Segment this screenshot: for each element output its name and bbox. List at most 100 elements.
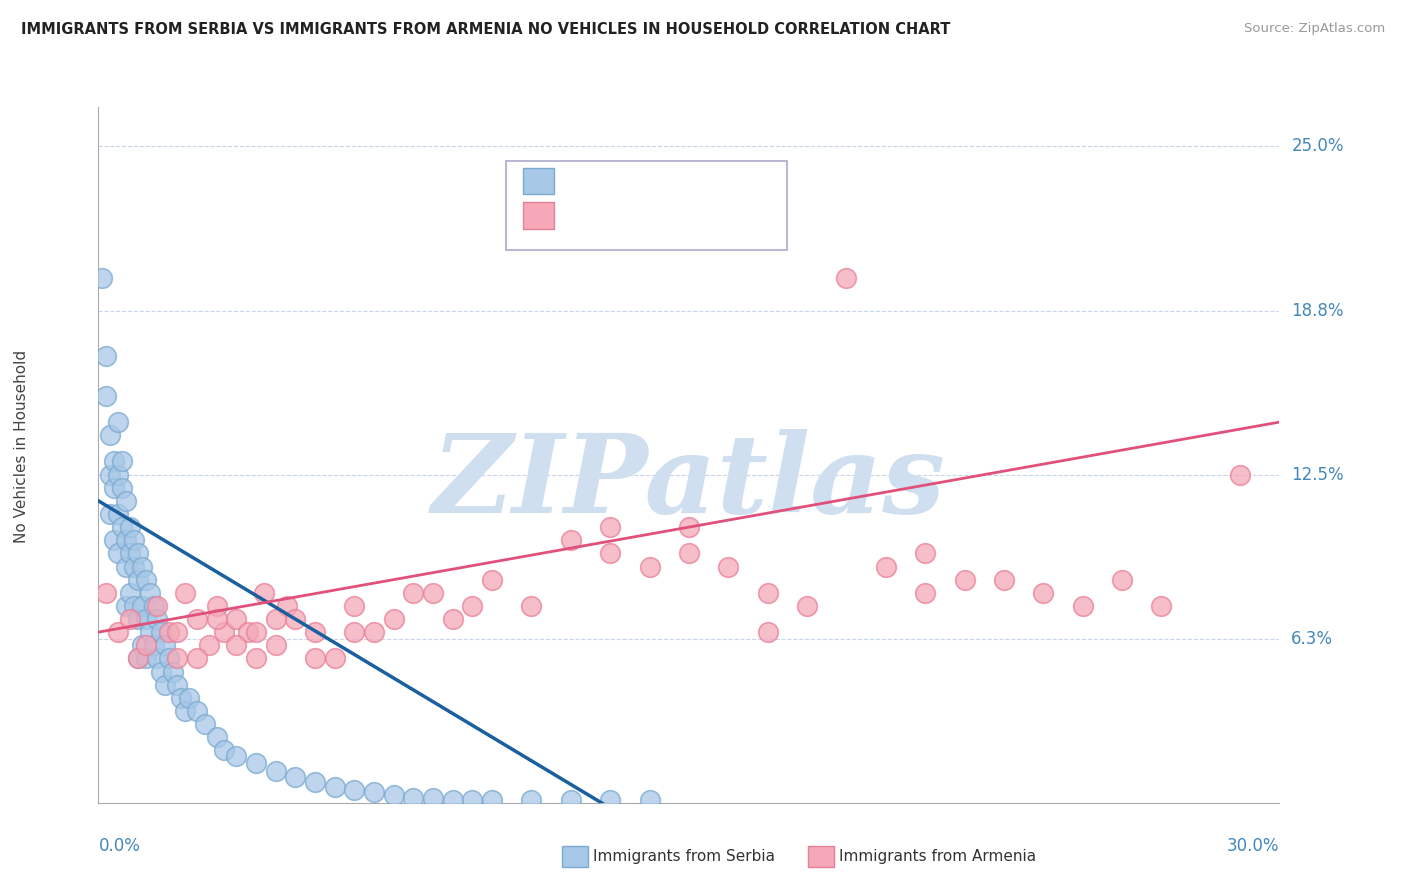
Point (441, 793, 464, 807)
Point (135, 612, 157, 626)
Text: ZIPatlas: ZIPatlas (432, 429, 946, 536)
Point (98, 467, 121, 482)
Point (953, 573, 976, 587)
Point (115, 533, 138, 548)
Point (461, 599, 484, 613)
Point (142, 638, 165, 652)
Text: 0.0%: 0.0% (98, 837, 141, 855)
Point (107, 546, 129, 560)
Point (796, 599, 818, 613)
Point (138, 586, 160, 600)
Text: R =  0.278: R = 0.278 (565, 207, 673, 225)
Point (177, 690, 200, 705)
Point (135, 573, 157, 587)
Point (284, 612, 307, 626)
Point (276, 599, 298, 613)
Point (835, 270, 858, 285)
Point (245, 651, 267, 665)
Point (186, 612, 208, 626)
Point (214, 743, 236, 757)
Point (122, 599, 145, 613)
Point (638, 793, 661, 807)
Point (197, 638, 219, 652)
Point (162, 665, 184, 679)
Point (194, 717, 217, 731)
Point (107, 467, 129, 482)
Point (225, 638, 247, 652)
Point (264, 764, 287, 779)
Point (111, 520, 134, 534)
Point (304, 651, 326, 665)
Point (264, 638, 287, 652)
Point (323, 651, 346, 665)
Text: R = -0.449: R = -0.449 (565, 172, 673, 190)
Point (402, 790, 425, 805)
Point (118, 586, 141, 600)
Point (343, 625, 366, 640)
Point (1150, 599, 1173, 613)
Point (107, 625, 129, 640)
Point (284, 770, 307, 784)
Point (756, 586, 779, 600)
Point (560, 533, 582, 548)
Point (111, 481, 134, 495)
Point (481, 793, 503, 807)
Point (146, 612, 169, 626)
Point (1071, 599, 1094, 613)
Point (214, 625, 236, 640)
Point (157, 625, 180, 640)
Point (157, 651, 180, 665)
Point (91, 270, 114, 285)
Point (98, 507, 121, 521)
Point (382, 612, 405, 626)
Point (422, 586, 444, 600)
Point (225, 612, 247, 626)
Point (115, 559, 138, 574)
Point (678, 520, 700, 534)
Point (225, 748, 247, 763)
Text: 12.5%: 12.5% (1291, 466, 1344, 483)
Point (1229, 467, 1251, 482)
Point (118, 612, 141, 626)
Point (756, 625, 779, 640)
Point (170, 690, 193, 705)
Point (142, 599, 165, 613)
Point (599, 546, 621, 560)
Point (236, 625, 259, 640)
Point (520, 599, 543, 613)
Point (103, 454, 125, 468)
Point (1032, 586, 1054, 600)
Text: No Vehicles in Household: No Vehicles in Household (14, 350, 28, 542)
Point (520, 793, 543, 807)
Point (363, 625, 385, 640)
Point (205, 599, 228, 613)
Point (304, 774, 326, 789)
Point (264, 612, 287, 626)
Point (174, 586, 197, 600)
Text: Immigrants from Armenia: Immigrants from Armenia (839, 849, 1036, 863)
Point (115, 599, 138, 613)
Point (96, 389, 118, 403)
Point (146, 599, 169, 613)
Point (138, 625, 160, 640)
Point (127, 651, 149, 665)
Point (402, 586, 425, 600)
Point (363, 785, 385, 799)
Text: N = 60: N = 60 (685, 207, 749, 225)
Point (118, 546, 141, 560)
Point (127, 612, 149, 626)
Text: 6.3%: 6.3% (1291, 630, 1333, 648)
Point (717, 559, 740, 574)
Point (96, 586, 118, 600)
Point (122, 533, 145, 548)
Point (245, 625, 267, 640)
Point (304, 625, 326, 640)
Point (111, 454, 134, 468)
Point (166, 625, 188, 640)
Point (638, 559, 661, 574)
Text: IMMIGRANTS FROM SERBIA VS IMMIGRANTS FROM ARMENIA NO VEHICLES IN HOUSEHOLD CORRE: IMMIGRANTS FROM SERBIA VS IMMIGRANTS FRO… (21, 22, 950, 37)
Point (127, 651, 149, 665)
Point (127, 546, 149, 560)
Point (186, 651, 208, 665)
Point (1111, 573, 1133, 587)
